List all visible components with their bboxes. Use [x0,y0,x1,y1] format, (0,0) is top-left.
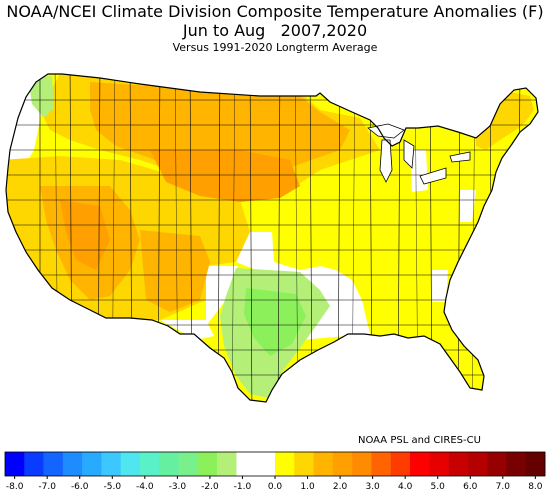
region-mid-atlantic-neutral [460,190,476,222]
region-nm-east-neutral [206,266,238,326]
colorbar-cell [159,452,179,476]
colorbar-cell [43,452,64,476]
data-credit: NOAA PSL and CIRES-CU [358,435,481,446]
colorbar-tick-label: -1.0 [234,482,252,492]
colorbar-cell [332,452,353,476]
colorbar-cell [178,452,199,476]
colorbar-tick-label: 1.0 [300,482,315,492]
colorbar-cell [140,452,160,476]
colorbar-tick-label: 0.0 [268,482,283,492]
region-four-corners-orange [140,230,210,312]
region-puget-sound-green [28,76,54,118]
colorbar-tick-label: -2.0 [201,482,219,492]
colorbar-tick-label: -4.0 [136,482,154,492]
colorbar-cell [120,452,141,476]
colorbar-tick-label: 4.0 [398,482,413,492]
colorbar-tick-label: -6.0 [71,482,89,492]
colorbar-cell [197,452,218,476]
colorbar-cell [217,452,237,476]
colorbar-cell [5,452,25,476]
colorbar-cell [410,452,430,476]
colorbar-tick-label: -3.0 [169,482,187,492]
colorbar-cell [275,452,295,476]
colorbar-cell [313,452,334,476]
colorbar-cell [429,452,449,476]
great-lakes [367,123,471,185]
colorbar-tick-label: 7.0 [496,482,511,492]
region-wyoming-nebraska-dark-orange [150,150,300,202]
colorbar-tick-label: 8.0 [528,482,543,492]
colorbar-tick-label: 2.0 [333,482,348,492]
colorbar-cell [467,452,488,476]
colorbar-tick-label: 5.0 [431,482,446,492]
color-scale-legend: -8.0 -7.0 -6.0 -5.0 -4.0 -3.0 -2.0 -1.0 0.0 1.0 2.… [4,451,546,492]
region-tx-west-neutral [160,320,214,340]
colorbar-tick-label: -8.0 [6,482,24,492]
colorbar-cell [525,452,546,476]
colorbar-cell [352,452,372,476]
colorbar-cell [82,452,102,476]
colorbar-tick-label: -7.0 [38,482,56,492]
colorbar-cell [236,452,257,476]
colorbar-cell [62,452,83,476]
colorbar-tick-label: 6.0 [463,482,478,492]
map-subtitle-baseline: Versus 1991-2020 Longterm Average [172,41,378,54]
colorbar-cell [294,452,314,476]
region-nevada-dark-orange [60,200,110,270]
us-climate-division-map [5,73,539,403]
region-central-texas-darker-green [244,288,306,356]
map-subtitle-period: Jun to Aug 2007,2020 [182,21,368,40]
map-title: NOAA/NCEI Climate Division Composite Tem… [6,2,544,21]
region-ga-neutral [432,270,448,302]
colorbar-cell [487,452,507,476]
colorbar-cell [24,452,44,476]
division-borders [6,74,538,402]
colorbar-tick-label: 3.0 [365,482,380,492]
colorbar-cell [101,452,122,476]
colorbar-cell [506,452,527,476]
colorbar-cell [448,452,469,476]
colorbar-cell [371,452,392,476]
colorbar-cell [255,452,276,476]
colorbar-tick-label: -5.0 [103,482,121,492]
colorbar-cell [390,452,411,476]
